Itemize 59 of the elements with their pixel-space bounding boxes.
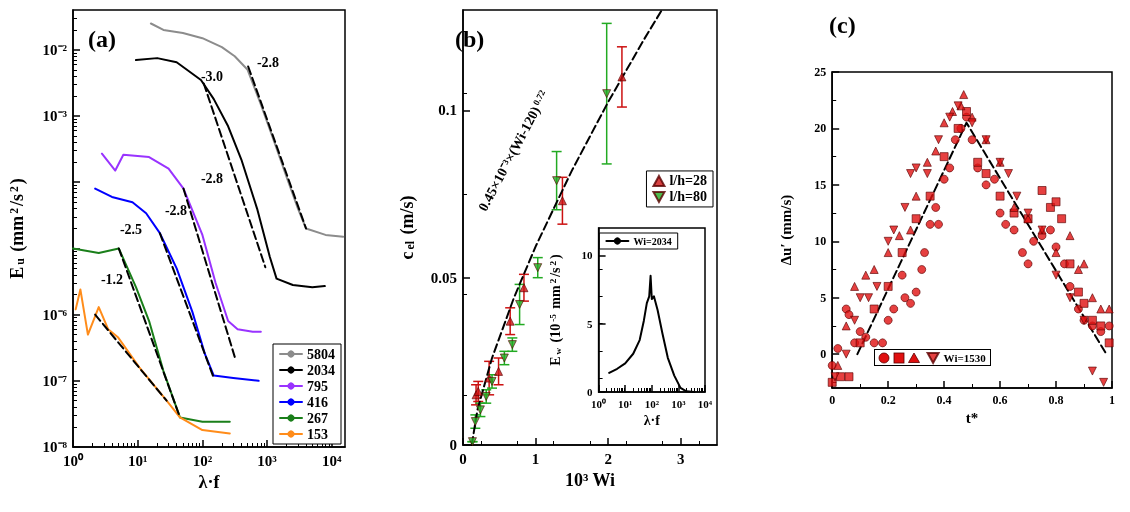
legend-label: 153: [307, 426, 328, 442]
y-tick-label: 0: [820, 347, 827, 362]
y-tick-label: 5: [587, 317, 594, 330]
legend-label: 795: [307, 378, 328, 394]
y-axis-title: cel (m/s): [397, 195, 418, 260]
annotation: -2.8: [256, 54, 280, 70]
x-tick-label: 3: [676, 450, 685, 467]
legend-label: l/h=28: [669, 173, 707, 189]
y-tick-label: 10: [581, 249, 594, 262]
y-tick-label: 15: [814, 177, 827, 192]
y-tick-label: 10⁻²: [42, 41, 68, 58]
y-tick-label: 10⁻⁶: [42, 306, 68, 323]
x-tick-label: 2: [604, 450, 612, 467]
annotation: -3.0: [200, 68, 224, 84]
x-tick-label: 1: [531, 450, 540, 467]
x-tick-label: 10¹: [127, 452, 148, 469]
legend-label: 2034: [307, 362, 335, 378]
annotation: -1.2: [100, 271, 124, 287]
x-tick-label: 0.8: [1048, 393, 1064, 407]
y-axis-title: Eu (mm2/s2): [7, 178, 28, 279]
x-tick-label: 10⁴: [322, 452, 343, 469]
x-axis-title: t*: [965, 410, 979, 427]
annotation: -2.8: [200, 170, 224, 186]
x-axis-title: λ·f: [643, 413, 661, 429]
y-tick-label: 20: [814, 121, 827, 136]
legend-label: Wi=1530: [943, 351, 987, 364]
y-tick-label: 10: [814, 234, 827, 249]
y-tick-label: 0.1: [438, 102, 457, 119]
legend-label: 5804: [307, 346, 335, 362]
x-tick-label: 10⁰: [591, 397, 607, 410]
y-tick-label: 0.05: [430, 269, 457, 286]
text: (a): [88, 26, 116, 52]
y-tick-label: 10⁻⁷: [42, 372, 68, 389]
annotation: -2.8: [164, 202, 188, 218]
x-axis-title: 10³ Wi: [564, 469, 616, 490]
y-axis-title: Δu′ (mm/s): [777, 194, 795, 266]
legend-label: l/h=80: [669, 189, 707, 205]
y-tick-label: 25: [814, 65, 827, 79]
x-tick-label: 0.2: [880, 393, 896, 407]
x-tick-label: 0: [829, 393, 836, 407]
x-tick-label: 10⁴: [697, 397, 713, 410]
annotation: -2.5: [119, 221, 143, 237]
x-tick-label: 1: [1109, 393, 1115, 407]
text: Ew (10-5 mm2/s2): [547, 254, 563, 366]
y-tick-label: 10⁻³: [42, 108, 68, 125]
legend-label: 416: [307, 394, 328, 410]
x-tick-label: 0.6: [992, 393, 1008, 407]
legend-label: Wi=2034: [633, 235, 672, 247]
x-tick-label: 0.4: [936, 393, 952, 407]
x-axis-title: λ·f: [198, 471, 221, 492]
x-tick-label: 10³: [257, 452, 278, 469]
x-tick-label: 10²: [192, 452, 213, 469]
chart-title: (c): [829, 12, 856, 38]
y-tick-label: 0: [449, 437, 457, 453]
x-tick-label: 10²: [644, 397, 660, 410]
legend-label: 267: [307, 410, 328, 426]
x-tick-label: 10¹: [618, 397, 633, 410]
y-tick-label: 5: [820, 290, 827, 305]
x-tick-label: 10³: [671, 397, 687, 410]
